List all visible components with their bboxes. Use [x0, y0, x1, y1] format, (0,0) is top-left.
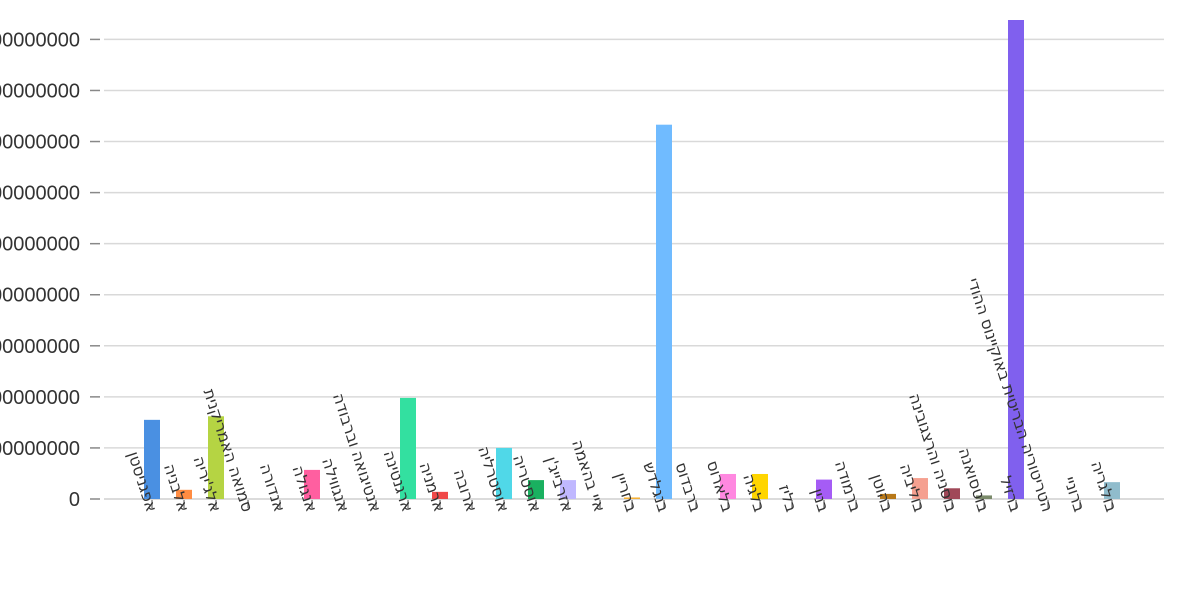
bar-11 [496, 447, 512, 499]
x-tick-label: ארובה [450, 467, 482, 515]
x-tick-label: בליז [775, 482, 802, 514]
y-axis: 0 100000000 200000000 300000000 400000000 500… [0, 29, 100, 511]
x-tick-label: אנדורה [256, 461, 289, 514]
bar-30 [1104, 482, 1120, 499]
bars [144, 20, 1120, 500]
bar-21 [816, 479, 832, 499]
bar-2 [208, 416, 224, 499]
x-tick-label: בחריין [611, 470, 642, 514]
bar-9 [432, 491, 448, 499]
bar-15 [624, 497, 640, 499]
x-tick-label: ברמודה [831, 458, 865, 514]
grid-lines [104, 38, 1164, 500]
bar-18 [720, 473, 736, 499]
y-tick-label: 100000000 [0, 438, 80, 460]
bar-24 [912, 478, 928, 499]
y-tick-label: 200000000 [0, 387, 80, 409]
bar-27 [1008, 20, 1024, 499]
y-tick-label: 400000000 [0, 285, 80, 307]
y-tick-label: 900000000 [0, 29, 80, 51]
bar-8 [400, 397, 416, 499]
x-tick-label: ברבדוס [671, 460, 705, 514]
bar-0 [144, 419, 160, 499]
x-tick-label: אלבניה [160, 461, 193, 514]
x-tick-label: בהוטן [867, 471, 897, 514]
bar-25 [944, 488, 960, 499]
bar-16 [656, 124, 672, 500]
bar-12 [528, 480, 544, 499]
y-tick-label: 500000000 [0, 234, 80, 256]
bar-19 [752, 473, 768, 499]
x-tick-label: ארמניה [415, 460, 449, 514]
bar-23 [880, 493, 896, 499]
bar-26 [976, 495, 992, 499]
y-tick-label: 700000000 [0, 132, 80, 154]
x-tick-label: ברוניי [1060, 474, 1089, 514]
bar-13 [560, 480, 576, 499]
bar-1 [176, 489, 192, 499]
x-tick-label: אנגווילה [318, 456, 353, 515]
bar-5 [304, 469, 320, 499]
y-tick-label: 300000000 [0, 336, 80, 358]
y-tick-label: 600000000 [0, 183, 80, 205]
y-tick-label: 800000000 [0, 80, 80, 102]
y-tick-label: 0 [69, 489, 80, 511]
